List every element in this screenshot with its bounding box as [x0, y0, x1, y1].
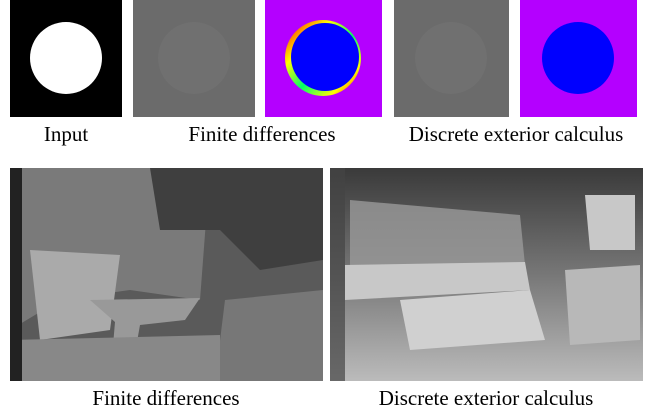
caption: Finite differences — [92, 386, 240, 410]
dec-disk — [415, 22, 487, 94]
fd-error-disk — [291, 23, 359, 91]
caption: Finite differences — [188, 122, 336, 146]
caption: Discrete exterior calculus — [378, 386, 594, 410]
dec-error-disk — [542, 22, 614, 94]
fd-region — [215, 290, 323, 381]
fd-region — [30, 250, 120, 340]
dec-piano — [350, 200, 525, 270]
dec-bench — [400, 290, 545, 350]
dec-edge — [330, 168, 345, 381]
caption: Discrete exterior calculus — [408, 122, 624, 146]
dec-table — [565, 265, 640, 345]
fd-region — [10, 335, 220, 381]
fd-region — [150, 168, 323, 270]
dec-piano — [345, 262, 530, 300]
dec-lamp — [585, 195, 635, 250]
fd-disk — [158, 22, 230, 94]
caption: Input — [43, 122, 89, 146]
input-disk — [30, 22, 102, 94]
fd-edge — [10, 168, 22, 381]
